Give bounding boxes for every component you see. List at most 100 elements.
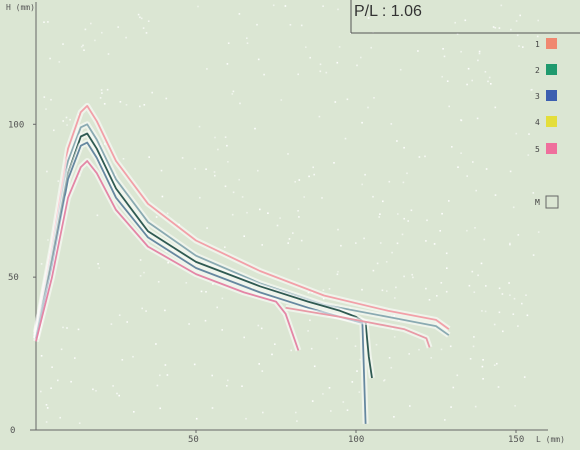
speckle: [43, 96, 46, 98]
speckle: [166, 374, 169, 376]
legend-swatch: [546, 116, 557, 127]
speckle: [476, 117, 479, 120]
speckle: [466, 229, 468, 232]
speckle: [211, 407, 214, 409]
speckle: [99, 97, 102, 99]
legend-swatch: [546, 90, 557, 101]
speckle: [424, 155, 426, 158]
legend-label: 1: [535, 40, 540, 49]
speckle: [372, 269, 375, 272]
speckle: [97, 263, 99, 265]
speckle: [261, 244, 263, 246]
y-ticks: 50 100: [8, 120, 36, 283]
speckle: [214, 136, 216, 139]
speckle: [441, 212, 443, 215]
speckle: [528, 133, 530, 135]
speckle: [139, 275, 142, 277]
speckle: [243, 336, 245, 339]
speckle: [211, 374, 213, 377]
speckle: [532, 254, 535, 256]
speckle: [410, 209, 413, 212]
speckle: [280, 99, 283, 101]
speckle: [155, 343, 157, 345]
speckle: [474, 405, 477, 408]
speckle: [346, 409, 349, 411]
speckle: [199, 196, 201, 199]
speckle: [394, 297, 396, 299]
speckle: [260, 327, 263, 330]
speckle: [308, 175, 310, 178]
speckle: [493, 364, 496, 366]
speckle: [472, 161, 474, 163]
speckle: [452, 386, 455, 389]
speckle: [523, 376, 526, 378]
speckle: [514, 405, 516, 407]
speckle: [246, 42, 249, 44]
speckle: [305, 46, 307, 48]
series-line: [35, 105, 450, 333]
speckle: [443, 55, 446, 58]
legend-swatch: [545, 195, 559, 209]
speckle: [276, 224, 279, 227]
speckle: [197, 5, 199, 8]
speckle: [370, 46, 372, 49]
y-tick-label: 100: [8, 120, 24, 130]
speckle: [325, 71, 328, 74]
speckle: [216, 306, 218, 309]
speckle: [226, 144, 228, 147]
speckle: [224, 185, 227, 188]
speckle: [290, 349, 292, 352]
speckle: [221, 329, 223, 331]
speckle: [231, 213, 234, 216]
speckle: [493, 323, 496, 326]
x-tick-label: 150: [508, 435, 524, 445]
speckle: [477, 59, 479, 62]
speckle: [509, 242, 511, 245]
speckle: [322, 393, 324, 395]
speckle: [330, 410, 332, 412]
speckle: [356, 64, 358, 67]
speckle: [62, 43, 64, 45]
speckle: [243, 235, 245, 237]
speckle: [313, 365, 316, 368]
speckle: [351, 381, 354, 383]
speckle: [356, 370, 358, 372]
speckle: [49, 57, 51, 60]
y-origin-label: 0: [10, 426, 15, 436]
speckle: [100, 89, 103, 91]
speckle: [408, 353, 410, 355]
legend-swatch: [546, 143, 557, 154]
speckle: [221, 297, 224, 300]
speckle: [395, 286, 397, 289]
speckle: [494, 106, 497, 109]
speckle: [513, 297, 516, 300]
speckle: [92, 388, 94, 391]
speckle: [80, 45, 83, 48]
speckle: [112, 385, 114, 387]
speckle: [46, 170, 48, 173]
speckle: [151, 91, 153, 94]
speckle: [47, 239, 49, 241]
speckle: [254, 127, 256, 130]
speckle: [206, 227, 208, 229]
speckle: [139, 105, 141, 108]
speckle: [103, 103, 106, 105]
speckle: [147, 20, 150, 22]
speckle: [522, 46, 524, 48]
speckle: [226, 63, 229, 65]
speckle: [383, 379, 385, 382]
speckle: [456, 33, 459, 35]
speckle: [246, 211, 248, 214]
speckle: [471, 79, 473, 82]
speckle: [57, 379, 59, 382]
speckle: [457, 166, 459, 168]
series-halo: [33, 139, 369, 424]
x-axis-label: L (mm): [536, 435, 565, 444]
speckle: [322, 289, 325, 291]
speckle: [382, 200, 384, 203]
speckle: [259, 208, 261, 211]
speckle: [78, 422, 81, 424]
speckle: [69, 118, 71, 121]
speckle: [107, 53, 110, 55]
